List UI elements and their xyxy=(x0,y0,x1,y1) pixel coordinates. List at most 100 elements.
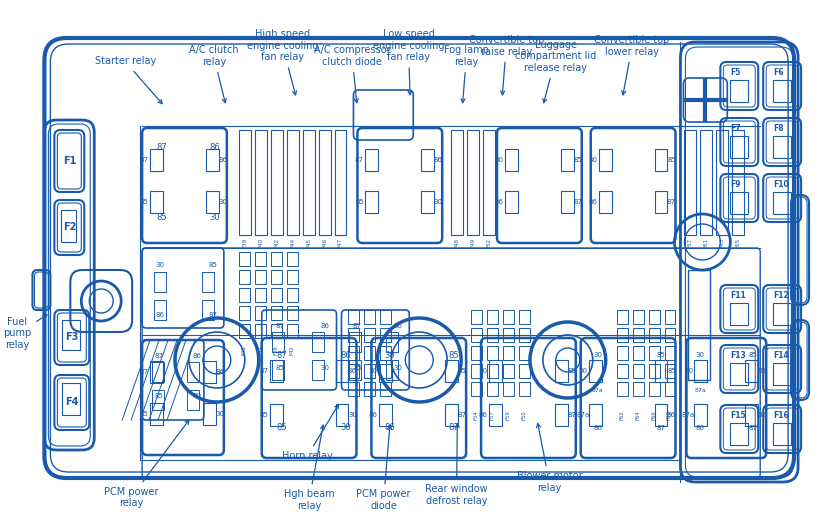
Bar xyxy=(648,364,660,378)
Bar xyxy=(348,346,360,360)
Bar xyxy=(61,210,76,242)
Bar xyxy=(350,332,361,352)
Text: F39: F39 xyxy=(243,238,248,248)
Bar xyxy=(598,148,612,171)
Bar xyxy=(386,332,398,352)
Bar xyxy=(365,382,376,396)
Text: 85: 85 xyxy=(568,368,576,374)
Bar xyxy=(730,192,748,214)
Text: 87: 87 xyxy=(355,157,364,163)
Text: 86: 86 xyxy=(369,412,378,418)
Text: 86: 86 xyxy=(348,368,357,374)
Text: F61: F61 xyxy=(704,238,709,248)
Text: 85: 85 xyxy=(140,411,149,417)
Bar xyxy=(255,324,266,338)
Bar xyxy=(487,382,498,396)
Bar xyxy=(421,148,435,171)
Bar xyxy=(312,332,323,352)
Text: 85: 85 xyxy=(155,393,164,399)
Text: Convertible top
raise relay: Convertible top raise relay xyxy=(469,35,544,95)
Bar xyxy=(272,332,283,352)
Text: 86: 86 xyxy=(588,199,597,205)
Text: 30: 30 xyxy=(155,262,165,268)
Bar xyxy=(203,403,216,425)
Bar xyxy=(555,359,568,381)
Bar xyxy=(773,423,791,445)
Bar xyxy=(365,346,376,360)
Bar xyxy=(154,272,166,292)
Text: 30: 30 xyxy=(215,411,224,417)
Bar xyxy=(489,359,502,381)
Bar xyxy=(588,359,602,381)
Text: 85: 85 xyxy=(573,157,583,163)
Bar xyxy=(335,130,347,235)
Bar xyxy=(272,360,283,380)
Bar xyxy=(381,346,391,360)
Text: 86: 86 xyxy=(394,323,403,329)
Bar xyxy=(381,328,391,342)
Bar xyxy=(732,130,745,235)
Bar xyxy=(187,362,199,382)
Text: 85: 85 xyxy=(449,351,460,359)
Bar xyxy=(271,288,282,302)
Bar xyxy=(271,270,282,284)
Text: 30: 30 xyxy=(588,157,597,163)
Bar xyxy=(745,359,758,381)
Text: 86: 86 xyxy=(667,412,676,418)
Text: 30: 30 xyxy=(219,199,228,205)
Bar xyxy=(483,130,495,235)
Bar xyxy=(270,359,283,381)
Text: F45: F45 xyxy=(306,238,311,248)
Bar xyxy=(489,404,502,426)
Bar xyxy=(365,310,376,324)
Bar xyxy=(648,382,660,396)
Bar xyxy=(555,404,568,426)
Text: Horn relay: Horn relay xyxy=(282,405,338,461)
Bar xyxy=(730,80,748,102)
Bar xyxy=(421,191,435,213)
Bar xyxy=(206,148,219,171)
Bar xyxy=(287,130,298,235)
Text: Rear window
defrost relay: Rear window defrost relay xyxy=(425,424,488,506)
Text: A/C clutch
relay: A/C clutch relay xyxy=(189,45,238,103)
Text: 86: 86 xyxy=(758,412,767,418)
Text: 87: 87 xyxy=(667,199,676,205)
Text: Blower motor
relay: Blower motor relay xyxy=(517,424,583,493)
Bar xyxy=(287,252,297,266)
Text: 86: 86 xyxy=(696,425,705,431)
Bar xyxy=(150,361,163,383)
Bar xyxy=(730,136,748,158)
Text: 85: 85 xyxy=(667,368,676,374)
Text: 87a: 87a xyxy=(695,388,706,392)
Bar xyxy=(655,191,667,213)
Text: F10: F10 xyxy=(773,180,789,189)
Text: 86: 86 xyxy=(193,353,201,359)
Bar xyxy=(648,328,660,342)
Text: F5: F5 xyxy=(730,68,740,77)
Bar xyxy=(730,303,748,325)
Text: F7: F7 xyxy=(730,124,741,133)
Text: 30: 30 xyxy=(320,365,329,371)
Text: 87: 87 xyxy=(573,199,583,205)
Bar xyxy=(503,382,514,396)
Bar xyxy=(487,310,498,324)
Bar xyxy=(62,320,81,350)
Bar xyxy=(487,346,498,360)
Bar xyxy=(773,192,791,214)
Bar xyxy=(380,404,392,426)
Text: 87: 87 xyxy=(209,312,218,318)
Bar xyxy=(561,148,573,171)
Text: F8: F8 xyxy=(773,124,784,133)
Text: 30: 30 xyxy=(593,352,602,358)
Text: 87: 87 xyxy=(749,425,758,431)
Text: 30: 30 xyxy=(348,412,357,418)
Bar xyxy=(665,382,676,396)
Bar xyxy=(336,404,348,426)
Text: 87: 87 xyxy=(458,412,467,418)
Text: 87a: 87a xyxy=(592,388,603,392)
Bar xyxy=(152,362,164,382)
Text: PCM power
diode: PCM power diode xyxy=(356,425,411,511)
Bar xyxy=(238,270,250,284)
Bar xyxy=(773,136,791,158)
Text: 86: 86 xyxy=(215,369,224,375)
